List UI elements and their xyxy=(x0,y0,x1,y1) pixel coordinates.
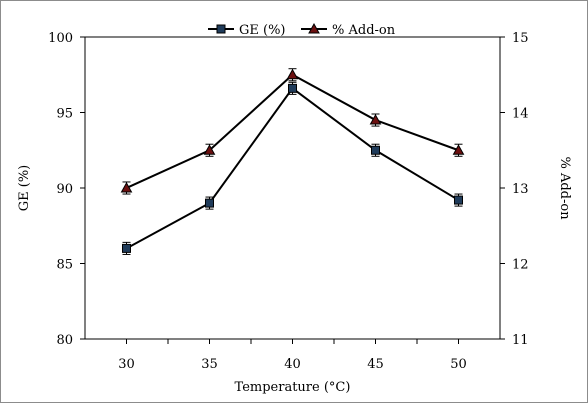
y-left-tick-label: 85 xyxy=(56,258,73,273)
x-tick-label: 45 xyxy=(367,357,384,372)
y-left-tick-label: 90 xyxy=(56,182,73,197)
y-axis-label-right: % Add-on xyxy=(557,156,572,220)
y-right-tick-label: 13 xyxy=(512,182,529,197)
x-axis-label: Temperature (°C) xyxy=(235,380,351,395)
y-left-tick-label: 80 xyxy=(56,333,73,348)
data-point-triangle xyxy=(452,144,465,155)
series-line-0 xyxy=(126,86,460,250)
data-point-square xyxy=(454,195,463,205)
data-point-square xyxy=(288,83,297,93)
data-point-triangle xyxy=(203,144,216,155)
data-point-square xyxy=(122,243,131,253)
y-right-tick-label: 15 xyxy=(512,31,529,46)
legend-marker-triangle xyxy=(308,22,320,34)
data-point-square xyxy=(371,145,380,155)
y-right-tick-label: 12 xyxy=(512,258,529,273)
y-right-tick-label: 11 xyxy=(512,333,529,348)
data-point-triangle xyxy=(369,114,382,125)
x-tick-label: 50 xyxy=(450,357,467,372)
data-point-triangle xyxy=(120,181,133,193)
legend-label-0: GE (%) xyxy=(239,23,286,38)
data-point-triangle xyxy=(286,68,299,80)
data-point-square xyxy=(205,198,214,208)
y-left-tick-label: 100 xyxy=(48,31,73,46)
x-tick-label: 30 xyxy=(118,357,135,372)
y-left-tick-label: 95 xyxy=(56,107,73,122)
x-tick-label: 40 xyxy=(284,357,301,372)
legend-label-1: % Add-on xyxy=(332,23,396,38)
legend-marker-square xyxy=(216,24,226,34)
x-tick-label: 35 xyxy=(201,357,218,372)
y-axis-label-left: GE (%) xyxy=(17,165,32,212)
y-right-tick-label: 14 xyxy=(512,107,529,122)
